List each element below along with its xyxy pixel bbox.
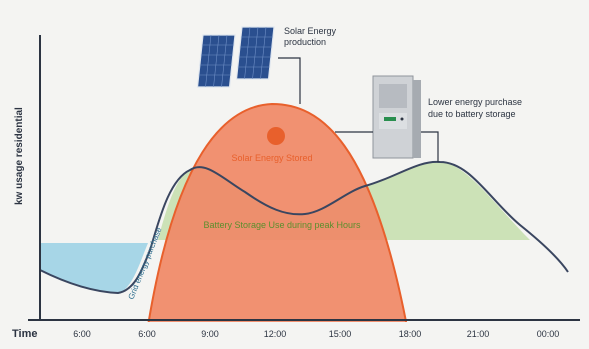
solar-production-curve	[146, 102, 409, 333]
sun-icon	[267, 127, 285, 145]
solar-energy-area	[147, 104, 408, 332]
y-axis-label: kw usage residential	[14, 107, 25, 205]
x-axis-label: Time	[12, 328, 37, 340]
solar-panel-icon	[196, 34, 236, 88]
x-tick-7: 21:00	[467, 329, 490, 339]
x-tick-1: 6:00	[73, 329, 91, 339]
battery-use-label: Battery Storage Use during peak Hours	[203, 220, 361, 230]
solar-panel-icon-2	[235, 26, 275, 80]
x-tick-5: 15:00	[329, 329, 352, 339]
solar-callout-line1: Solar Energy	[284, 26, 337, 36]
solar-callout-line	[278, 57, 301, 104]
x-axis-band	[0, 322, 589, 349]
battery-callout-line2: due to battery storage	[428, 109, 516, 119]
x-tick-8: 00:00	[537, 329, 560, 339]
battery-callout-line1: Lower energy purchase	[428, 97, 522, 107]
battery-cabinet-icon	[372, 75, 421, 159]
x-tick-3: 9:00	[201, 329, 219, 339]
x-tick-6: 18:00	[399, 329, 422, 339]
x-tick-2: 6:00	[138, 329, 156, 339]
battery-callout-line-2	[421, 131, 439, 162]
solar-callout-line2: production	[284, 37, 326, 47]
grid-purchase-area	[40, 243, 148, 293]
x-tick-4: 12:00	[264, 329, 287, 339]
solar-stored-label: Solar Energy Stored	[231, 153, 312, 163]
demand-curve	[39, 160, 569, 295]
